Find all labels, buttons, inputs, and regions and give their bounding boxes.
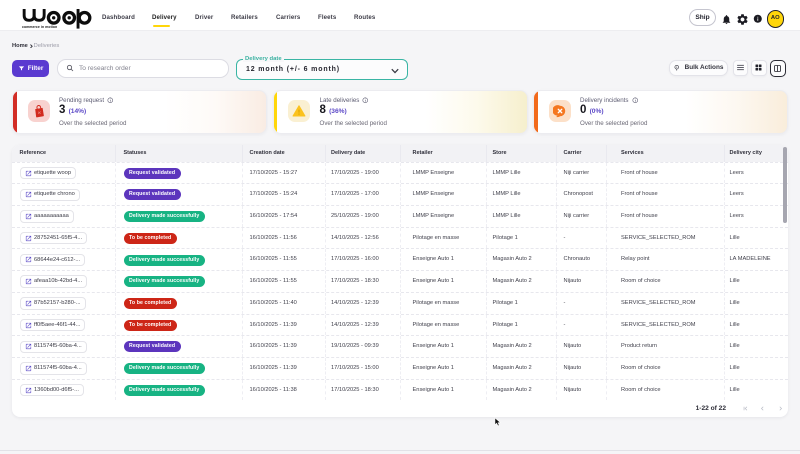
svg-text:commerce in motion: commerce in motion [22, 25, 57, 29]
